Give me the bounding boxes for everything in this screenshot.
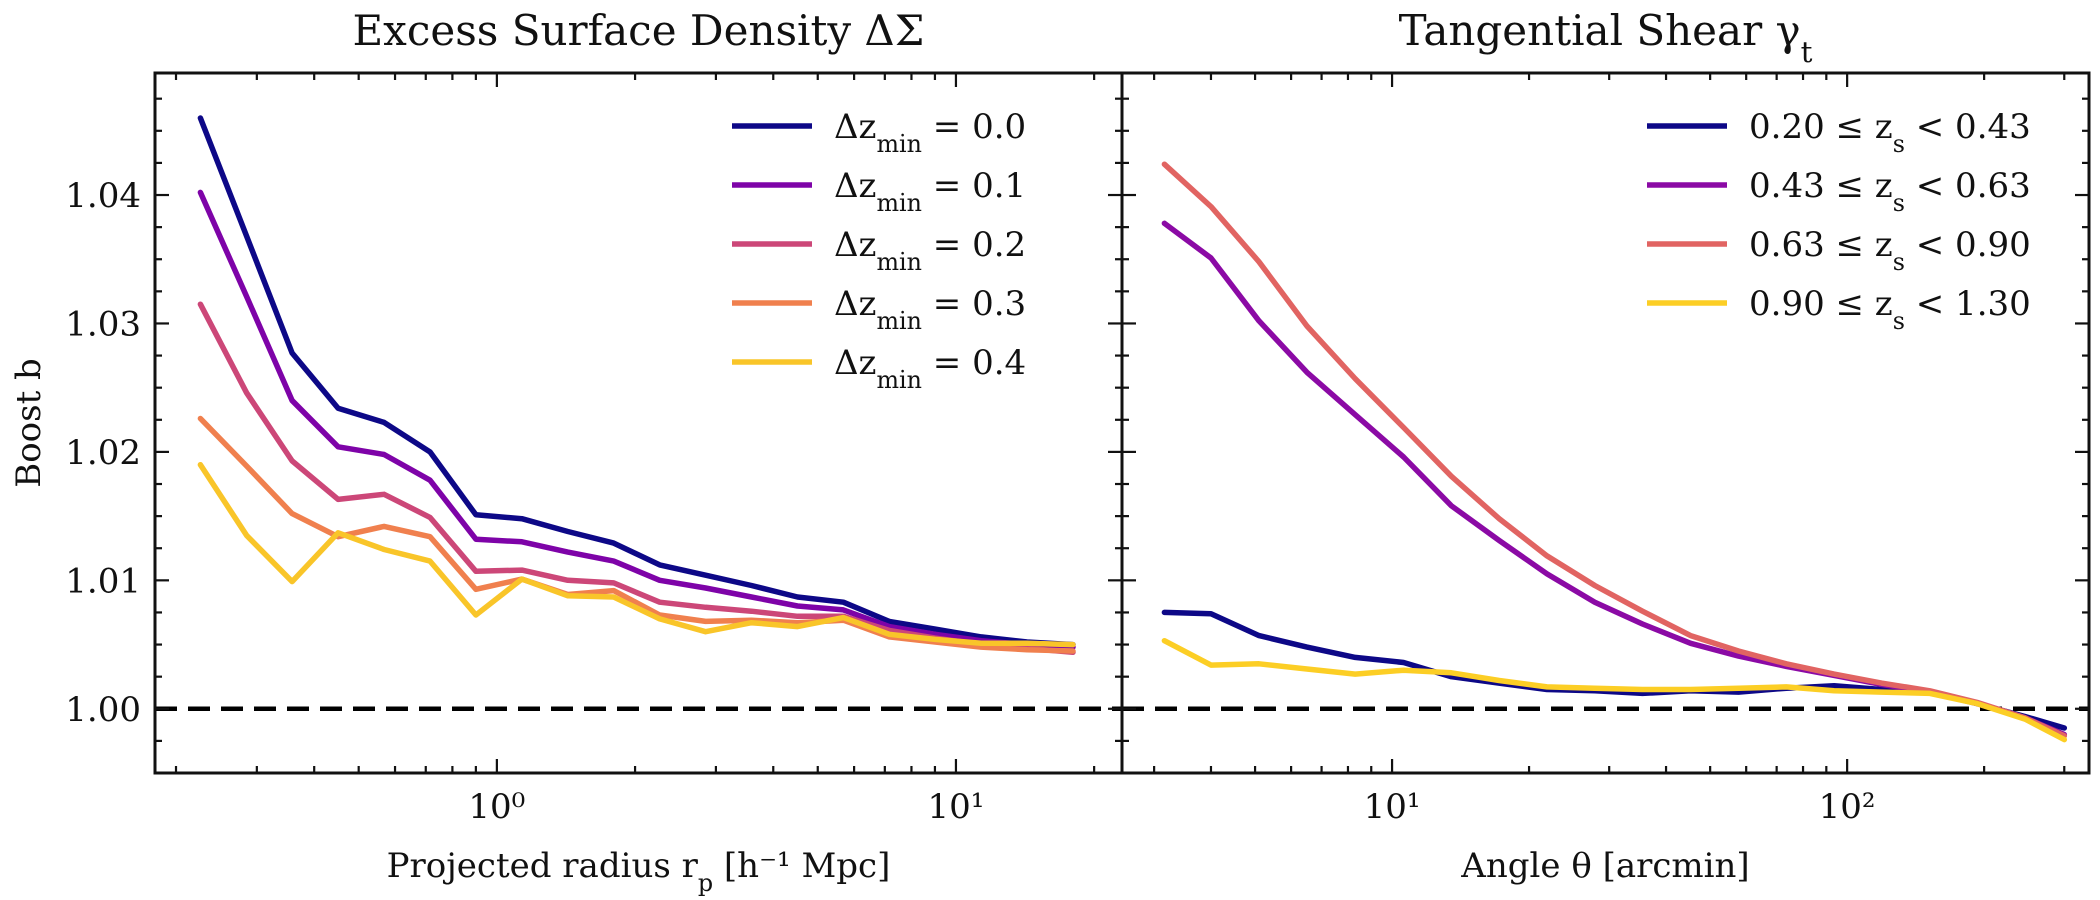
panel-1-y-tick-label-4: 1.03 <box>65 304 141 344</box>
panel-2-title: Tangential Shear γt <box>1399 6 1813 69</box>
panel-1-y-tick-label-3: 1.02 <box>65 433 141 473</box>
panel-1-series <box>197 115 1076 656</box>
panel-1-series-line-1 <box>197 115 1076 648</box>
panel-1-y-tick-label-2: 1.01 <box>65 561 141 601</box>
panel-1-title: Excess Surface Density ΔΣ <box>353 6 925 55</box>
panel-2: Tangential Shear γt Angle θ [arcmin] 10¹ 10… <box>1120 6 2091 886</box>
panel-2-x-tick-label-1: 10¹ <box>1364 787 1421 827</box>
panel-2-legend: 0.20 ≤ zs < 0.43 0.43 ≤ zs < 0.63 0.63 ≤ z… <box>1647 107 2031 335</box>
panel-1-legend-label-3: Δzmin = 0.2 <box>834 225 1026 276</box>
panel-2-frame <box>1120 71 2091 775</box>
panel-2-x-tick-label-2: 10² <box>1819 787 1876 827</box>
panel-1-legend-label-5: Δzmin = 0.4 <box>834 343 1026 394</box>
panel-2-legend-label-4: 0.90 ≤ zs < 1.30 <box>1749 284 2031 335</box>
panel-1-x-tick-label-1: 10⁰ <box>468 787 525 827</box>
panel-1: Excess Surface Density ΔΣ Projected radiu… <box>9 6 1124 897</box>
panel-1-series-line-2 <box>197 189 1076 650</box>
panel-2-legend-label-3: 0.63 ≤ zs < 0.90 <box>1749 225 2031 276</box>
panel-2-legend-label-2: 0.43 ≤ zs < 0.63 <box>1749 166 2031 217</box>
panel-2-series-line-3 <box>1161 161 2068 739</box>
panel-2-series <box>1161 161 2068 743</box>
panel-1-y-tick-label-1: 1.00 <box>65 690 141 730</box>
panel-1-series-line-4 <box>197 415 1076 654</box>
panel-1-y-tick-label-5: 1.04 <box>65 176 141 216</box>
panel-1-legend-label-4: Δzmin = 0.3 <box>834 284 1026 335</box>
panel-1-legend-label-1: Δzmin = 0.0 <box>834 107 1026 158</box>
panel-1-x-axis-label: Projected radius rp [h⁻¹ Mpc] <box>387 846 891 897</box>
panel-1-legend: Δzmin = 0.0 Δzmin = 0.1 Δzmin = 0.2 Δzmin =… <box>732 107 1026 394</box>
panel-2-x-axis-label: Angle θ [arcmin] <box>1460 846 1749 886</box>
panel-1-legend-label-2: Δzmin = 0.1 <box>834 166 1026 217</box>
panel-2-series-line-4 <box>1161 637 2068 743</box>
panel-1-x-tick-label-2: 10¹ <box>927 787 984 827</box>
panel-2-legend-label-1: 0.20 ≤ zs < 0.43 <box>1749 107 2031 158</box>
y-axis-label: Boost b <box>9 358 49 488</box>
panel-1-series-line-5 <box>197 461 1076 648</box>
